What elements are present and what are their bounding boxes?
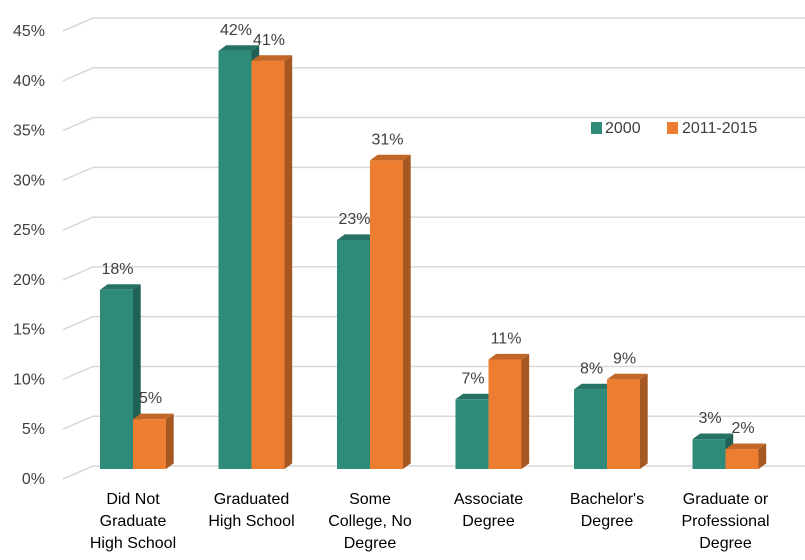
- data-label-2000-3: 7%: [461, 370, 484, 387]
- x-axis-category-labels: Did Not Graduate High School Graduated High …: [90, 491, 770, 552]
- bar-front-face: [370, 160, 403, 469]
- bar-2011-2015-3: [488, 353, 530, 469]
- bar-2000-5: [692, 433, 734, 469]
- data-label-2011-2015-2: 31%: [371, 131, 403, 148]
- y-axis-tick-labels: 0% 5% 10% 15% 20% 25% 30% 35% 40% 45%: [13, 23, 45, 488]
- gridline: [62, 266, 805, 281]
- legend-swatch-2000: [591, 122, 602, 134]
- bar-2011-2015-2: [370, 154, 411, 469]
- bar-top-face: [251, 55, 293, 61]
- gridline: [62, 166, 805, 182]
- bar-front-face: [692, 439, 726, 469]
- bar-front-face: [488, 359, 522, 469]
- y-tick-label: 25%: [13, 222, 45, 239]
- y-tick-label: 0%: [22, 471, 45, 488]
- category-label-2: Some College, No Degree: [328, 491, 412, 552]
- bar-side-face: [521, 353, 530, 469]
- y-tick-label: 40%: [13, 73, 45, 90]
- data-label-2000-5: 3%: [698, 410, 721, 427]
- bar-front-face: [455, 399, 489, 469]
- bar-front-face: [100, 289, 133, 469]
- y-tick-label: 15%: [13, 322, 45, 339]
- category-label-4: Bachelor's Degree: [570, 491, 644, 530]
- bar-2011-2015-0: [133, 413, 174, 469]
- bar-side-face: [640, 373, 648, 469]
- bar-top-face: [607, 373, 648, 380]
- legend-swatch-2011-2015: [667, 122, 678, 134]
- data-label-2011-2015-4: 9%: [613, 350, 636, 367]
- bar-front-face: [133, 419, 166, 469]
- bar-top-face: [725, 443, 767, 450]
- gridline: [62, 415, 805, 430]
- y-tick-label: 35%: [13, 123, 45, 140]
- gridline: [62, 67, 805, 82]
- gridline: [62, 116, 805, 132]
- bar-top-face: [133, 413, 174, 420]
- bars: [100, 45, 767, 470]
- legend: 2000 2011-2015: [591, 120, 757, 137]
- legend-label-2000: 2000: [605, 120, 641, 137]
- data-label-2000-2: 23%: [338, 211, 370, 228]
- gridlines: [62, 17, 805, 480]
- bar-side-face: [403, 154, 411, 469]
- bar-top-face: [574, 383, 615, 390]
- category-label-3: Associate Degree: [454, 491, 523, 530]
- data-label-2011-2015-0: 5%: [139, 390, 162, 407]
- bar-front-face: [607, 379, 640, 469]
- category-label-5: Graduate or Professional Degree: [681, 491, 769, 552]
- data-label-2000-4: 8%: [580, 360, 603, 377]
- y-tick-label: 10%: [13, 371, 45, 388]
- gridline: [62, 365, 805, 381]
- data-label-2011-2015-5: 2%: [731, 420, 754, 437]
- legend-label-2011-2015: 2011-2015: [682, 120, 757, 137]
- category-label-1: Graduated High School: [208, 491, 294, 530]
- bar-front-face: [251, 60, 285, 469]
- data-label-2011-2015-1: 41%: [253, 32, 285, 49]
- y-tick-label: 45%: [13, 23, 45, 40]
- gridline: [62, 216, 805, 231]
- bar-front-face: [725, 449, 759, 469]
- bar-top-face: [370, 154, 411, 161]
- bar-top-face: [100, 284, 141, 290]
- bar-front-face: [337, 240, 370, 469]
- bar-2011-2015-1: [251, 55, 293, 469]
- y-tick-label: 30%: [13, 172, 45, 189]
- bar-top-face: [488, 353, 530, 360]
- bar-2011-2015-5: [725, 443, 767, 469]
- data-label-2000-0: 18%: [101, 261, 133, 278]
- bar-top-face: [218, 45, 260, 51]
- gridline: [62, 17, 805, 32]
- bar-top-face: [337, 234, 378, 241]
- data-label-2011-2015-3: 11%: [491, 330, 522, 347]
- bar-top-face: [692, 433, 734, 440]
- bar-side-face: [758, 443, 767, 469]
- bar-front-face: [218, 50, 252, 469]
- data-label-2000-1: 42%: [220, 22, 252, 39]
- gridline: [62, 315, 805, 331]
- bar-2011-2015-4: [607, 373, 648, 469]
- category-label-0: Did Not Graduate High School: [90, 491, 176, 552]
- bar-side-face: [166, 413, 174, 469]
- bar-side-face: [284, 55, 293, 469]
- bar-top-face: [455, 393, 497, 400]
- y-tick-label: 5%: [22, 421, 45, 438]
- data-labels: 18% 5% 42%41% 23% 31% 7% 11% 8% 9% 3% 2%: [101, 22, 754, 437]
- bar-front-face: [574, 389, 607, 469]
- y-tick-label: 20%: [13, 272, 45, 289]
